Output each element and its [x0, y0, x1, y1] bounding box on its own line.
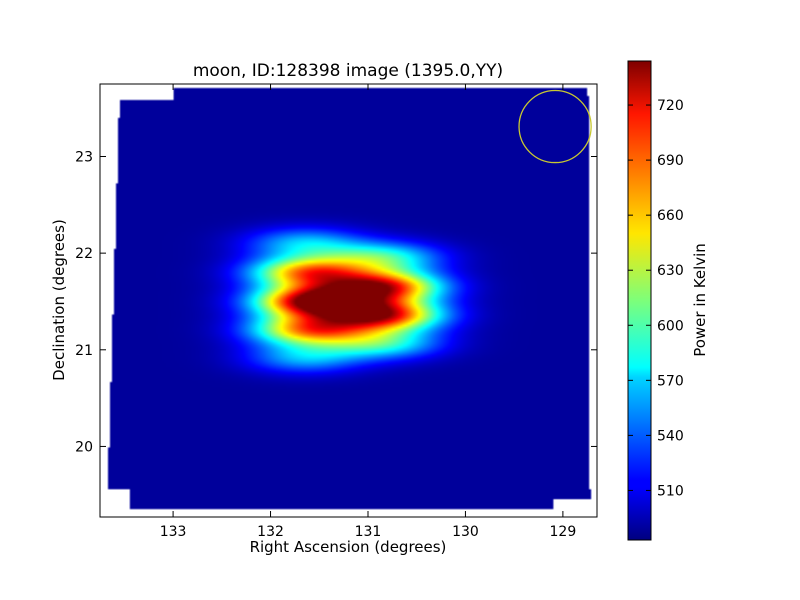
chart-title: moon, ID:128398 image (1395.0,YY) — [193, 61, 503, 81]
x-tick-label: 129 — [550, 524, 577, 540]
colorbar-label: Power in Kelvin — [691, 243, 709, 357]
colorbar-tick-label: 690 — [657, 153, 684, 169]
colorbar-tick-label: 630 — [657, 263, 684, 279]
colorbar-tick-label: 510 — [657, 483, 684, 499]
colorbar-tick-label: 570 — [657, 373, 684, 389]
y-tick-label: 23 — [75, 149, 93, 165]
y-tick-label: 20 — [75, 439, 93, 455]
y-tick-label: 21 — [75, 343, 93, 359]
colorbar-tick-label: 660 — [657, 208, 684, 224]
x-tick-label: 133 — [160, 524, 187, 540]
colorbar — [627, 60, 652, 541]
x-tick-label: 131 — [355, 524, 382, 540]
colorbar-tick-label: 600 — [657, 318, 684, 334]
beam-circle — [518, 89, 592, 164]
x-tick-label: 132 — [257, 524, 284, 540]
plot-frame — [99, 83, 598, 518]
x-axis-label: Right Ascension (degrees) — [250, 538, 447, 556]
x-tick-label: 130 — [452, 524, 479, 540]
heatmap-image — [100, 84, 597, 517]
x-axis: 133 132 131 130 129 — [160, 84, 577, 540]
colorbar-ticks: 510 540 570 600 630 660 690 720 — [628, 98, 684, 499]
y-axis: 20 21 22 23 — [75, 149, 597, 455]
y-tick-label: 22 — [75, 246, 93, 262]
colorbar-tick-label: 720 — [657, 98, 684, 114]
colorbar-tick-label: 540 — [657, 428, 684, 444]
y-axis-label: Declination (degrees) — [50, 219, 68, 381]
